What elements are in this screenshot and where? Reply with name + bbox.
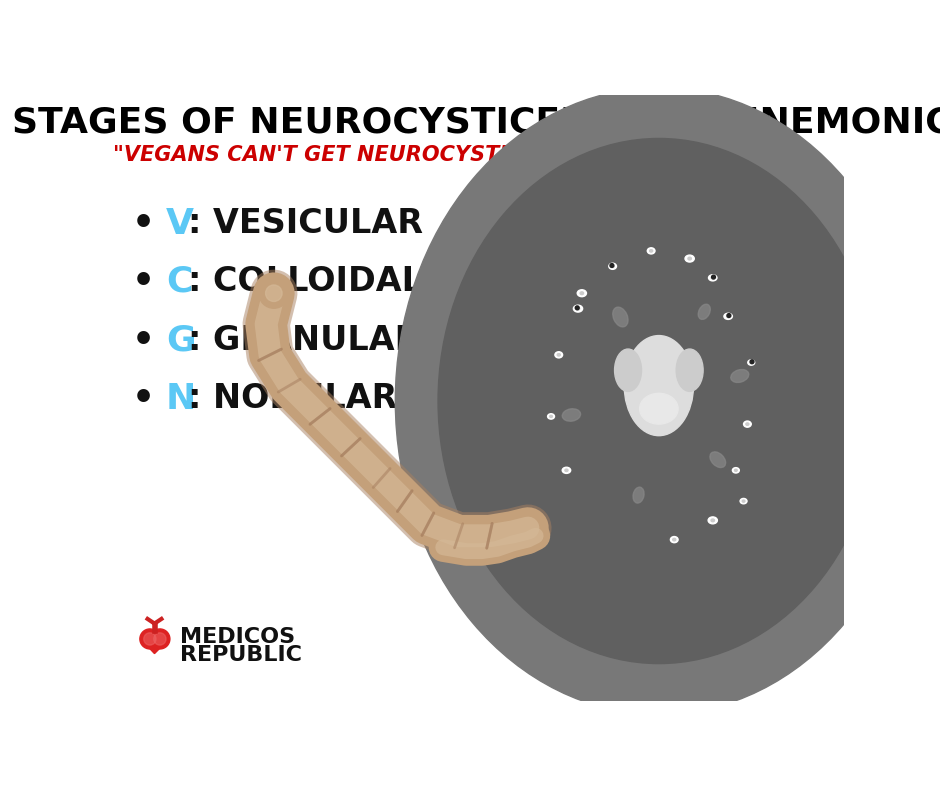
Ellipse shape: [740, 499, 747, 504]
Circle shape: [149, 629, 170, 649]
Text: : GRANULAR NODULAR: : GRANULAR NODULAR: [188, 325, 616, 358]
Text: C: C: [166, 265, 193, 299]
Circle shape: [144, 633, 156, 645]
Text: V: V: [166, 207, 194, 241]
Text: •: •: [132, 207, 154, 241]
Text: MEDICOS: MEDICOS: [180, 627, 295, 648]
Polygon shape: [141, 639, 169, 653]
Ellipse shape: [573, 305, 583, 312]
Ellipse shape: [639, 393, 678, 424]
Ellipse shape: [580, 292, 584, 295]
Text: •: •: [132, 324, 154, 358]
Ellipse shape: [609, 263, 617, 269]
Text: : VESICULAR: : VESICULAR: [188, 207, 423, 240]
Circle shape: [575, 306, 579, 310]
Ellipse shape: [732, 467, 740, 473]
Ellipse shape: [710, 452, 726, 467]
Ellipse shape: [708, 517, 717, 524]
Circle shape: [266, 285, 282, 302]
Ellipse shape: [516, 232, 801, 571]
Ellipse shape: [670, 537, 678, 543]
Ellipse shape: [624, 336, 694, 436]
Ellipse shape: [743, 500, 744, 502]
Ellipse shape: [565, 469, 568, 471]
Ellipse shape: [676, 349, 703, 392]
Ellipse shape: [438, 139, 880, 663]
Ellipse shape: [673, 538, 676, 541]
Ellipse shape: [555, 351, 563, 358]
Text: Disseminated Neurocysticercosis: Disseminated Neurocysticercosis: [532, 584, 786, 600]
Ellipse shape: [562, 467, 571, 474]
Ellipse shape: [650, 250, 652, 252]
Ellipse shape: [685, 255, 695, 262]
Ellipse shape: [727, 315, 729, 318]
Ellipse shape: [557, 354, 560, 356]
Text: REPUBLIC: REPUBLIC: [180, 645, 302, 665]
Ellipse shape: [734, 469, 737, 471]
Ellipse shape: [748, 360, 755, 365]
Ellipse shape: [615, 349, 641, 392]
Ellipse shape: [750, 362, 753, 363]
Ellipse shape: [550, 415, 553, 418]
Circle shape: [727, 314, 730, 318]
Ellipse shape: [709, 275, 717, 281]
Ellipse shape: [611, 265, 614, 267]
Ellipse shape: [633, 487, 644, 503]
Ellipse shape: [711, 519, 714, 522]
Ellipse shape: [548, 414, 555, 419]
Ellipse shape: [613, 307, 628, 327]
Circle shape: [154, 633, 166, 645]
Circle shape: [140, 629, 160, 649]
Ellipse shape: [648, 247, 655, 254]
Ellipse shape: [724, 314, 732, 319]
Ellipse shape: [511, 227, 806, 575]
Text: •: •: [132, 381, 154, 416]
Ellipse shape: [712, 277, 714, 279]
Ellipse shape: [562, 409, 581, 422]
Ellipse shape: [688, 257, 692, 260]
Text: G: G: [166, 324, 196, 358]
Text: "VEGANS CAN'T GET NEUROCYSTICERCOSIS": "VEGANS CAN'T GET NEUROCYSTICERCOSIS": [113, 145, 634, 165]
Ellipse shape: [396, 87, 922, 715]
Circle shape: [750, 360, 754, 364]
Text: N: N: [166, 381, 196, 416]
Ellipse shape: [730, 370, 749, 382]
Ellipse shape: [576, 307, 580, 310]
Ellipse shape: [744, 421, 751, 427]
Text: STAGES OF NEUROCYSTICERCOSIS MNEMONIC: STAGES OF NEUROCYSTICERCOSIS MNEMONIC: [12, 106, 940, 139]
Circle shape: [610, 263, 614, 267]
Text: : NODULAR CALCIFIED: : NODULAR CALCIFIED: [188, 382, 603, 415]
Ellipse shape: [698, 304, 711, 319]
Circle shape: [712, 275, 715, 279]
Ellipse shape: [577, 290, 587, 297]
Circle shape: [258, 278, 289, 308]
Text: : COLLOIDAL VESICULAR: : COLLOIDAL VESICULAR: [188, 266, 644, 298]
Text: •: •: [132, 265, 154, 299]
Ellipse shape: [745, 423, 749, 426]
